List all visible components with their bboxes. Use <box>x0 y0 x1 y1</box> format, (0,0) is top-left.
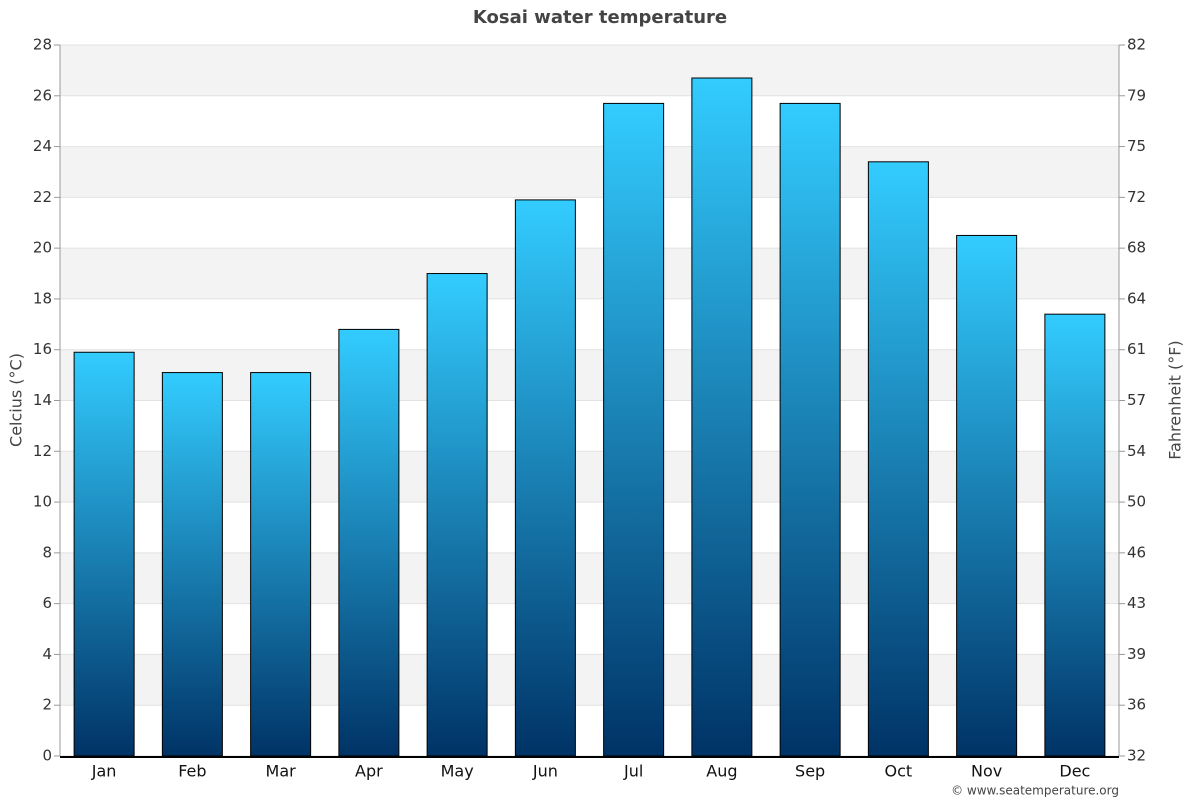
y-tick-label: 24 <box>33 137 52 155</box>
bar <box>73 351 135 757</box>
grid-band <box>60 146 1119 198</box>
y2-tick-label: 72 <box>1127 188 1146 206</box>
y2-tick-label: 36 <box>1127 696 1146 714</box>
grid-band <box>60 248 1119 299</box>
bar <box>426 273 488 757</box>
y2-tick-label: 64 <box>1127 289 1146 307</box>
y2-tick-label: 50 <box>1127 493 1146 511</box>
credit: © www.seatemperature.org <box>951 784 1119 798</box>
y2-tick-label: 79 <box>1127 86 1146 104</box>
x-tick-label: Feb <box>178 762 206 781</box>
bar <box>514 199 576 757</box>
y2-tick-label: 54 <box>1127 442 1146 460</box>
y2-tick-label: 43 <box>1127 594 1146 612</box>
y-tick-label: 2 <box>42 696 52 714</box>
x-tick-label: Jan <box>91 762 117 781</box>
x-tick-label: Dec <box>1059 762 1090 781</box>
y2-tick-label: 82 <box>1127 36 1146 54</box>
grid-band <box>60 349 1119 401</box>
y-axis-title: Celcius (°C) <box>7 353 26 447</box>
y-tick-label: 8 <box>42 543 52 561</box>
grid-band <box>60 451 1119 503</box>
x-tick-label: May <box>441 762 474 781</box>
y2-tick-label: 75 <box>1127 137 1146 155</box>
grid-band <box>60 552 1119 604</box>
bar <box>956 234 1018 757</box>
x-tick-label: Jul <box>623 762 643 781</box>
bar <box>867 161 929 757</box>
grid-band <box>60 45 1119 96</box>
grid-band <box>60 654 1119 706</box>
x-tick-label: Aug <box>706 762 737 781</box>
bar <box>603 102 665 757</box>
y-tick-label: 12 <box>33 442 52 460</box>
x-tick-label: Sep <box>795 762 825 781</box>
x-tick-label: Nov <box>971 762 1002 781</box>
y-tick-label: 0 <box>42 747 52 765</box>
bar <box>338 328 400 757</box>
y2-tick-label: 57 <box>1127 391 1146 409</box>
y-tick-label: 16 <box>33 340 52 358</box>
x-tick-label: Oct <box>885 762 913 781</box>
y-tick-label: 22 <box>33 188 52 206</box>
bar <box>161 372 223 757</box>
y2-axis-title: Fahrenheit (°F) <box>1166 340 1185 459</box>
y-tick-label: 18 <box>33 289 52 307</box>
bar <box>779 102 841 757</box>
x-tick-label: Jun <box>532 762 558 781</box>
chart-title: Kosai water temperature <box>473 7 727 28</box>
bar <box>1044 313 1106 757</box>
y-tick-label: 14 <box>33 391 52 409</box>
y-tick-label: 6 <box>42 594 52 612</box>
y-tick-label: 4 <box>42 645 52 663</box>
y2-tick-label: 39 <box>1127 645 1146 663</box>
y-tick-label: 28 <box>33 36 52 54</box>
y-tick-label: 10 <box>33 493 52 511</box>
x-tick-label: Mar <box>266 762 297 781</box>
bar <box>250 372 312 757</box>
y2-tick-label: 46 <box>1127 543 1146 561</box>
y-tick-label: 26 <box>33 86 52 104</box>
y-tick-label: 20 <box>33 239 52 257</box>
x-tick-label: Apr <box>355 762 383 781</box>
y2-tick-label: 61 <box>1127 340 1146 358</box>
y2-tick-label: 32 <box>1127 747 1146 765</box>
bar <box>691 77 753 757</box>
y2-tick-label: 68 <box>1127 239 1146 257</box>
